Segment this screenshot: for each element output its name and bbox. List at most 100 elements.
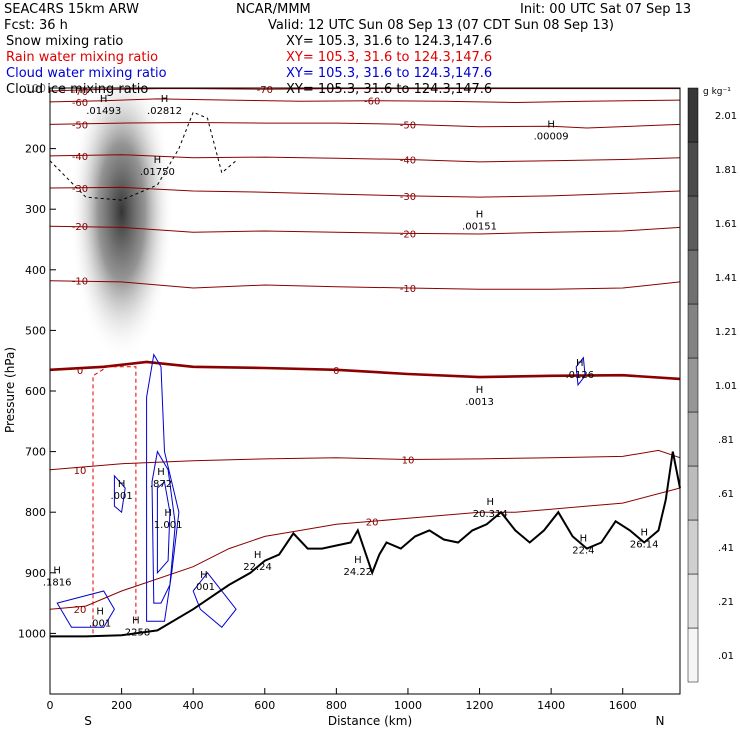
colorbar-swatch (687, 465, 699, 521)
model-title: SEAC4RS 15km ARW (4, 2, 140, 17)
south-label: S (84, 714, 92, 728)
forecast-hour: Fcst: 36 h (4, 18, 68, 33)
colorbar-label: .81 (718, 435, 734, 446)
colorbar-swatch (687, 627, 699, 683)
cloud-ice-contour (49, 111, 237, 201)
colorbar-label: 1.21 (715, 327, 737, 338)
rain-contour (92, 366, 137, 634)
isotherm--60 (49, 98, 681, 104)
extremum-marker: H (476, 209, 484, 220)
x-tick-label: 400 (183, 699, 204, 712)
extremum-marker: H (354, 555, 362, 566)
colorbar-label: 1.41 (715, 273, 737, 284)
colorbar-label: 2.01 (715, 111, 737, 122)
extremum-marker: H (254, 550, 262, 561)
field-label-cloud-ice: Cloud ice mixing ratio (6, 82, 149, 97)
x-tick-label: 200 (111, 699, 132, 712)
extremum-marker: H (96, 606, 104, 617)
isotherm-label: -30 (400, 192, 416, 203)
extremum-marker: H (476, 385, 484, 396)
y-edge-label: 100 (25, 82, 46, 95)
isotherm-label: -70 (257, 85, 273, 96)
cloud-water-contour (151, 450, 176, 604)
isotherm-label: -50 (400, 120, 416, 131)
colorbar-label: .41 (718, 543, 734, 554)
extremum-value: .01750 (140, 167, 175, 178)
extremum-marker: H (118, 479, 126, 490)
terrain-line (50, 451, 681, 638)
field-label-cloud-water: Cloud water mixing ratio (6, 66, 167, 81)
colorbar-label: .61 (718, 489, 734, 500)
field-label-snow: Snow mixing ratio (6, 34, 124, 49)
colorbar-label: 1.61 (715, 219, 737, 230)
extremum-value: 22.24 (243, 562, 272, 573)
y-tick-label: 300 (25, 203, 46, 216)
extremum-value: .01493 (86, 106, 121, 117)
extremum-marker: H (487, 497, 495, 508)
field-xy-cloud-water: XY= 105.3, 31.6 to 124.3,147.6 (286, 66, 493, 81)
extremum-marker: H (100, 94, 108, 105)
extremum-marker: H (154, 155, 162, 166)
y-tick-label: 800 (25, 506, 46, 519)
extremum-value: .872 (150, 479, 172, 490)
cloud-water-contour (56, 590, 115, 628)
x-tick-label: 1400 (537, 699, 565, 712)
extremum-marker: H (547, 120, 555, 131)
isotherm-label: -10 (400, 284, 416, 295)
x-tick-label: 600 (254, 699, 275, 712)
field-label-rain: Rain water mixing ratio (6, 50, 159, 65)
extremum-value: .02812 (147, 106, 182, 117)
snow-plume (69, 61, 174, 362)
isotherm-label: 20 (74, 605, 87, 616)
colorbar-swatch (687, 195, 699, 251)
isotherm-label: 10 (402, 455, 415, 466)
y-tick-label: 400 (25, 264, 46, 277)
extremum-value: 1.001 (154, 520, 183, 531)
x-tick-label: 1000 (394, 699, 422, 712)
cloud-water-contour (575, 356, 586, 387)
field-xy-snow: XY= 105.3, 31.6 to 124.3,147.6 (286, 34, 493, 49)
x-axis-label: Distance (km) (328, 714, 412, 728)
isotherm--40 (49, 154, 681, 163)
extremum-marker: H (640, 528, 648, 539)
colorbar-swatch (687, 357, 699, 413)
extremum-value: .00009 (534, 132, 569, 143)
snow-shading (69, 61, 174, 362)
isotherm--10 (49, 280, 681, 290)
colorbar-unit: g kg⁻¹ (703, 87, 731, 97)
isotherm-label: -50 (72, 120, 88, 131)
isotherm-label: 10 (74, 466, 87, 477)
extremum-marker: H (53, 566, 61, 577)
extremum-marker: H (157, 467, 165, 478)
x-tick-label: 800 (326, 699, 347, 712)
isotherm-0 (49, 360, 681, 381)
isotherm-label: -20 (72, 222, 88, 233)
field-xy-rain: XY= 105.3, 31.6 to 124.3,147.6 (286, 50, 493, 65)
cloud-water-contour (113, 474, 126, 514)
colorbar-swatch (687, 87, 699, 143)
temperature-contours: -70-70-60-60-50-50-40-40-30-30-20-20-10-… (49, 85, 681, 616)
axes: 0 200 400 600 800 1000 1200 1400 160020030040050… (18, 82, 637, 712)
isotherm-label: -20 (400, 229, 416, 240)
colorbar-swatch (687, 249, 699, 305)
isotherm-label: 0 (77, 366, 83, 377)
colorbar-label: 1.01 (715, 381, 737, 392)
isotherm-label: -60 (72, 98, 88, 109)
isotherm--20 (49, 225, 681, 235)
extremum-marker: H (576, 358, 584, 369)
isotherm-label: -60 (364, 97, 380, 108)
isotherm-label: -70 (72, 87, 88, 98)
colorbar-swatch (687, 519, 699, 575)
y-tick-label: 700 (25, 446, 46, 459)
y-tick-label: 900 (25, 567, 46, 580)
extremum-value: 22.4 (572, 546, 594, 557)
isotherm-20 (49, 487, 681, 610)
isotherm-label: -10 (72, 277, 88, 288)
extremum-value: 20.314 (473, 509, 508, 520)
isotherm-10 (49, 449, 681, 471)
extremum-value: .001 (89, 618, 111, 629)
extremum-value: .001 (110, 491, 132, 502)
isotherm-label: -40 (72, 152, 88, 163)
extremum-value: .001 (193, 582, 215, 593)
extremum-value: 26.14 (630, 540, 659, 551)
